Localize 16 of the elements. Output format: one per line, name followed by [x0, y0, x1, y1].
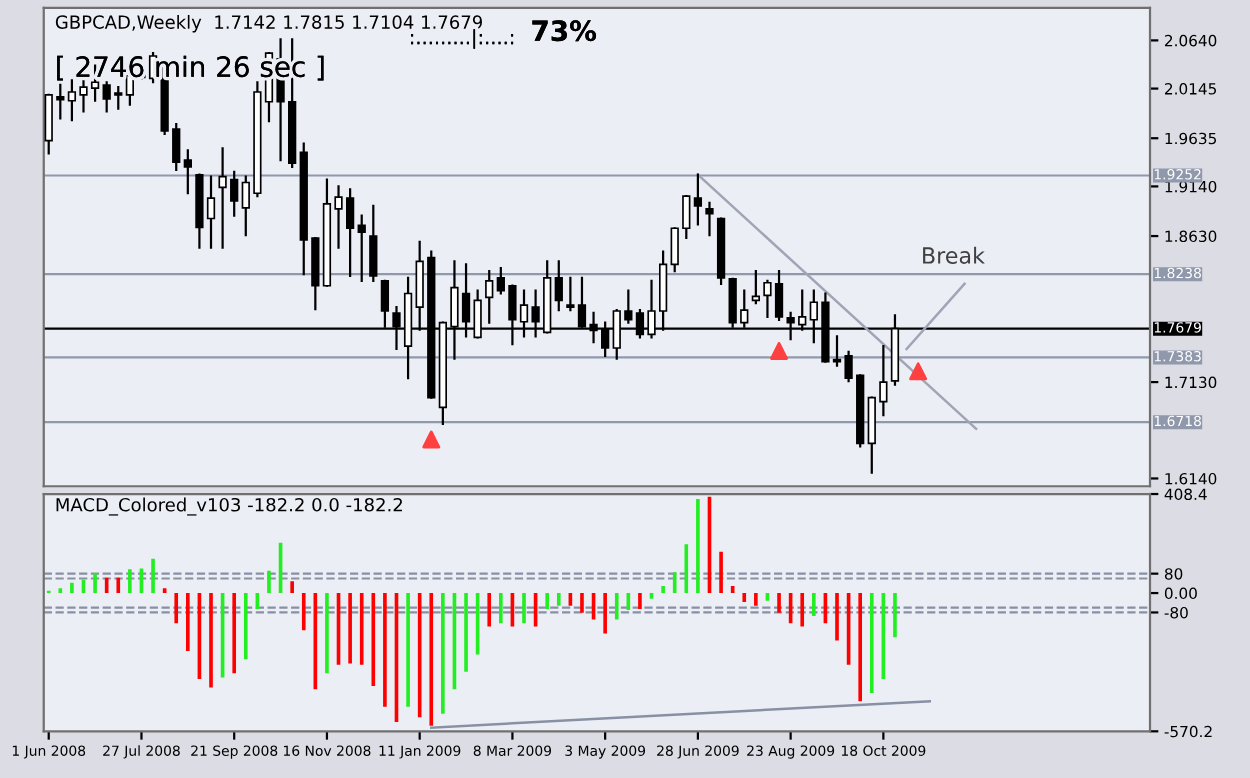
candlestick [485, 270, 494, 324]
candlestick [554, 260, 563, 312]
candlestick [357, 214, 366, 282]
annotation: :.........|:....: [411, 29, 514, 49]
point [909, 362, 928, 381]
point [422, 430, 441, 449]
candlestick [693, 173, 703, 226]
annotation: 73% [532, 20, 597, 42]
candlestick [369, 204, 378, 282]
chart-title: GBPCAD,Weekly 1.7142 1.7815 1.7104 1.7679 [55, 14, 482, 33]
annotation: Break [923, 246, 985, 264]
candlestick [705, 201, 714, 237]
chart-title: MACD_Colored_v103 -182.2 0.0 -182.2 [56, 497, 402, 516]
candlestick [751, 270, 761, 305]
candlestick [183, 149, 192, 195]
point [770, 341, 789, 360]
